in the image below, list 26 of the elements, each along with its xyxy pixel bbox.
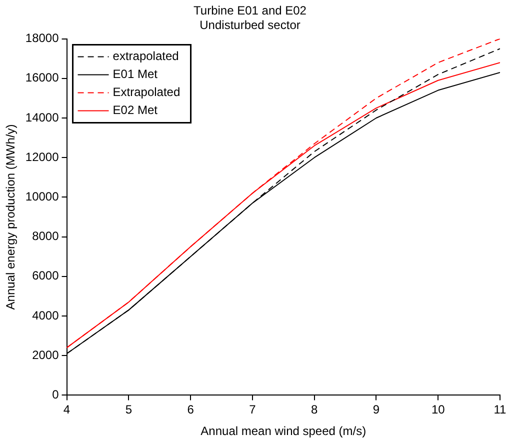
legend-label: E02 Met	[112, 103, 158, 118]
x-tick-label: 9	[372, 402, 380, 417]
y-tick-label: 18000	[25, 31, 60, 46]
y-tick-label: 2000	[32, 348, 60, 362]
x-tick-label: 10	[431, 402, 446, 417]
legend-label: extrapolated	[112, 49, 179, 64]
x-tick-label: 7	[249, 402, 256, 417]
y-tick-label: 10000	[25, 190, 60, 204]
y-tick-label: 12000	[25, 150, 60, 164]
x-tick-label: 11	[494, 402, 507, 417]
y-tick-label: 4000	[32, 308, 60, 322]
legend-label: E01 Met	[112, 67, 158, 82]
x-tick-label: 4	[63, 402, 70, 417]
x-tick-label: 8	[310, 402, 318, 417]
legend-label: Extrapolated	[112, 85, 180, 100]
chart-subtitle: Undisturbed sector	[200, 18, 300, 32]
x-axis-title: Annual mean wind speed (m/s)	[200, 424, 366, 438]
chart-title: Turbine E01 and E02	[194, 4, 307, 18]
y-tick-label: 16000	[25, 70, 60, 85]
y-axis-title: Annual energy production (MWh/y)	[4, 124, 18, 310]
x-tick-label: 5	[125, 402, 132, 417]
y-tick-label: 14000	[25, 110, 60, 124]
y-tick-label: 8000	[32, 229, 60, 244]
y-tick-label: 6000	[32, 268, 60, 283]
x-tick-label: 6	[187, 402, 194, 417]
y-tick-label: 0	[52, 388, 60, 402]
